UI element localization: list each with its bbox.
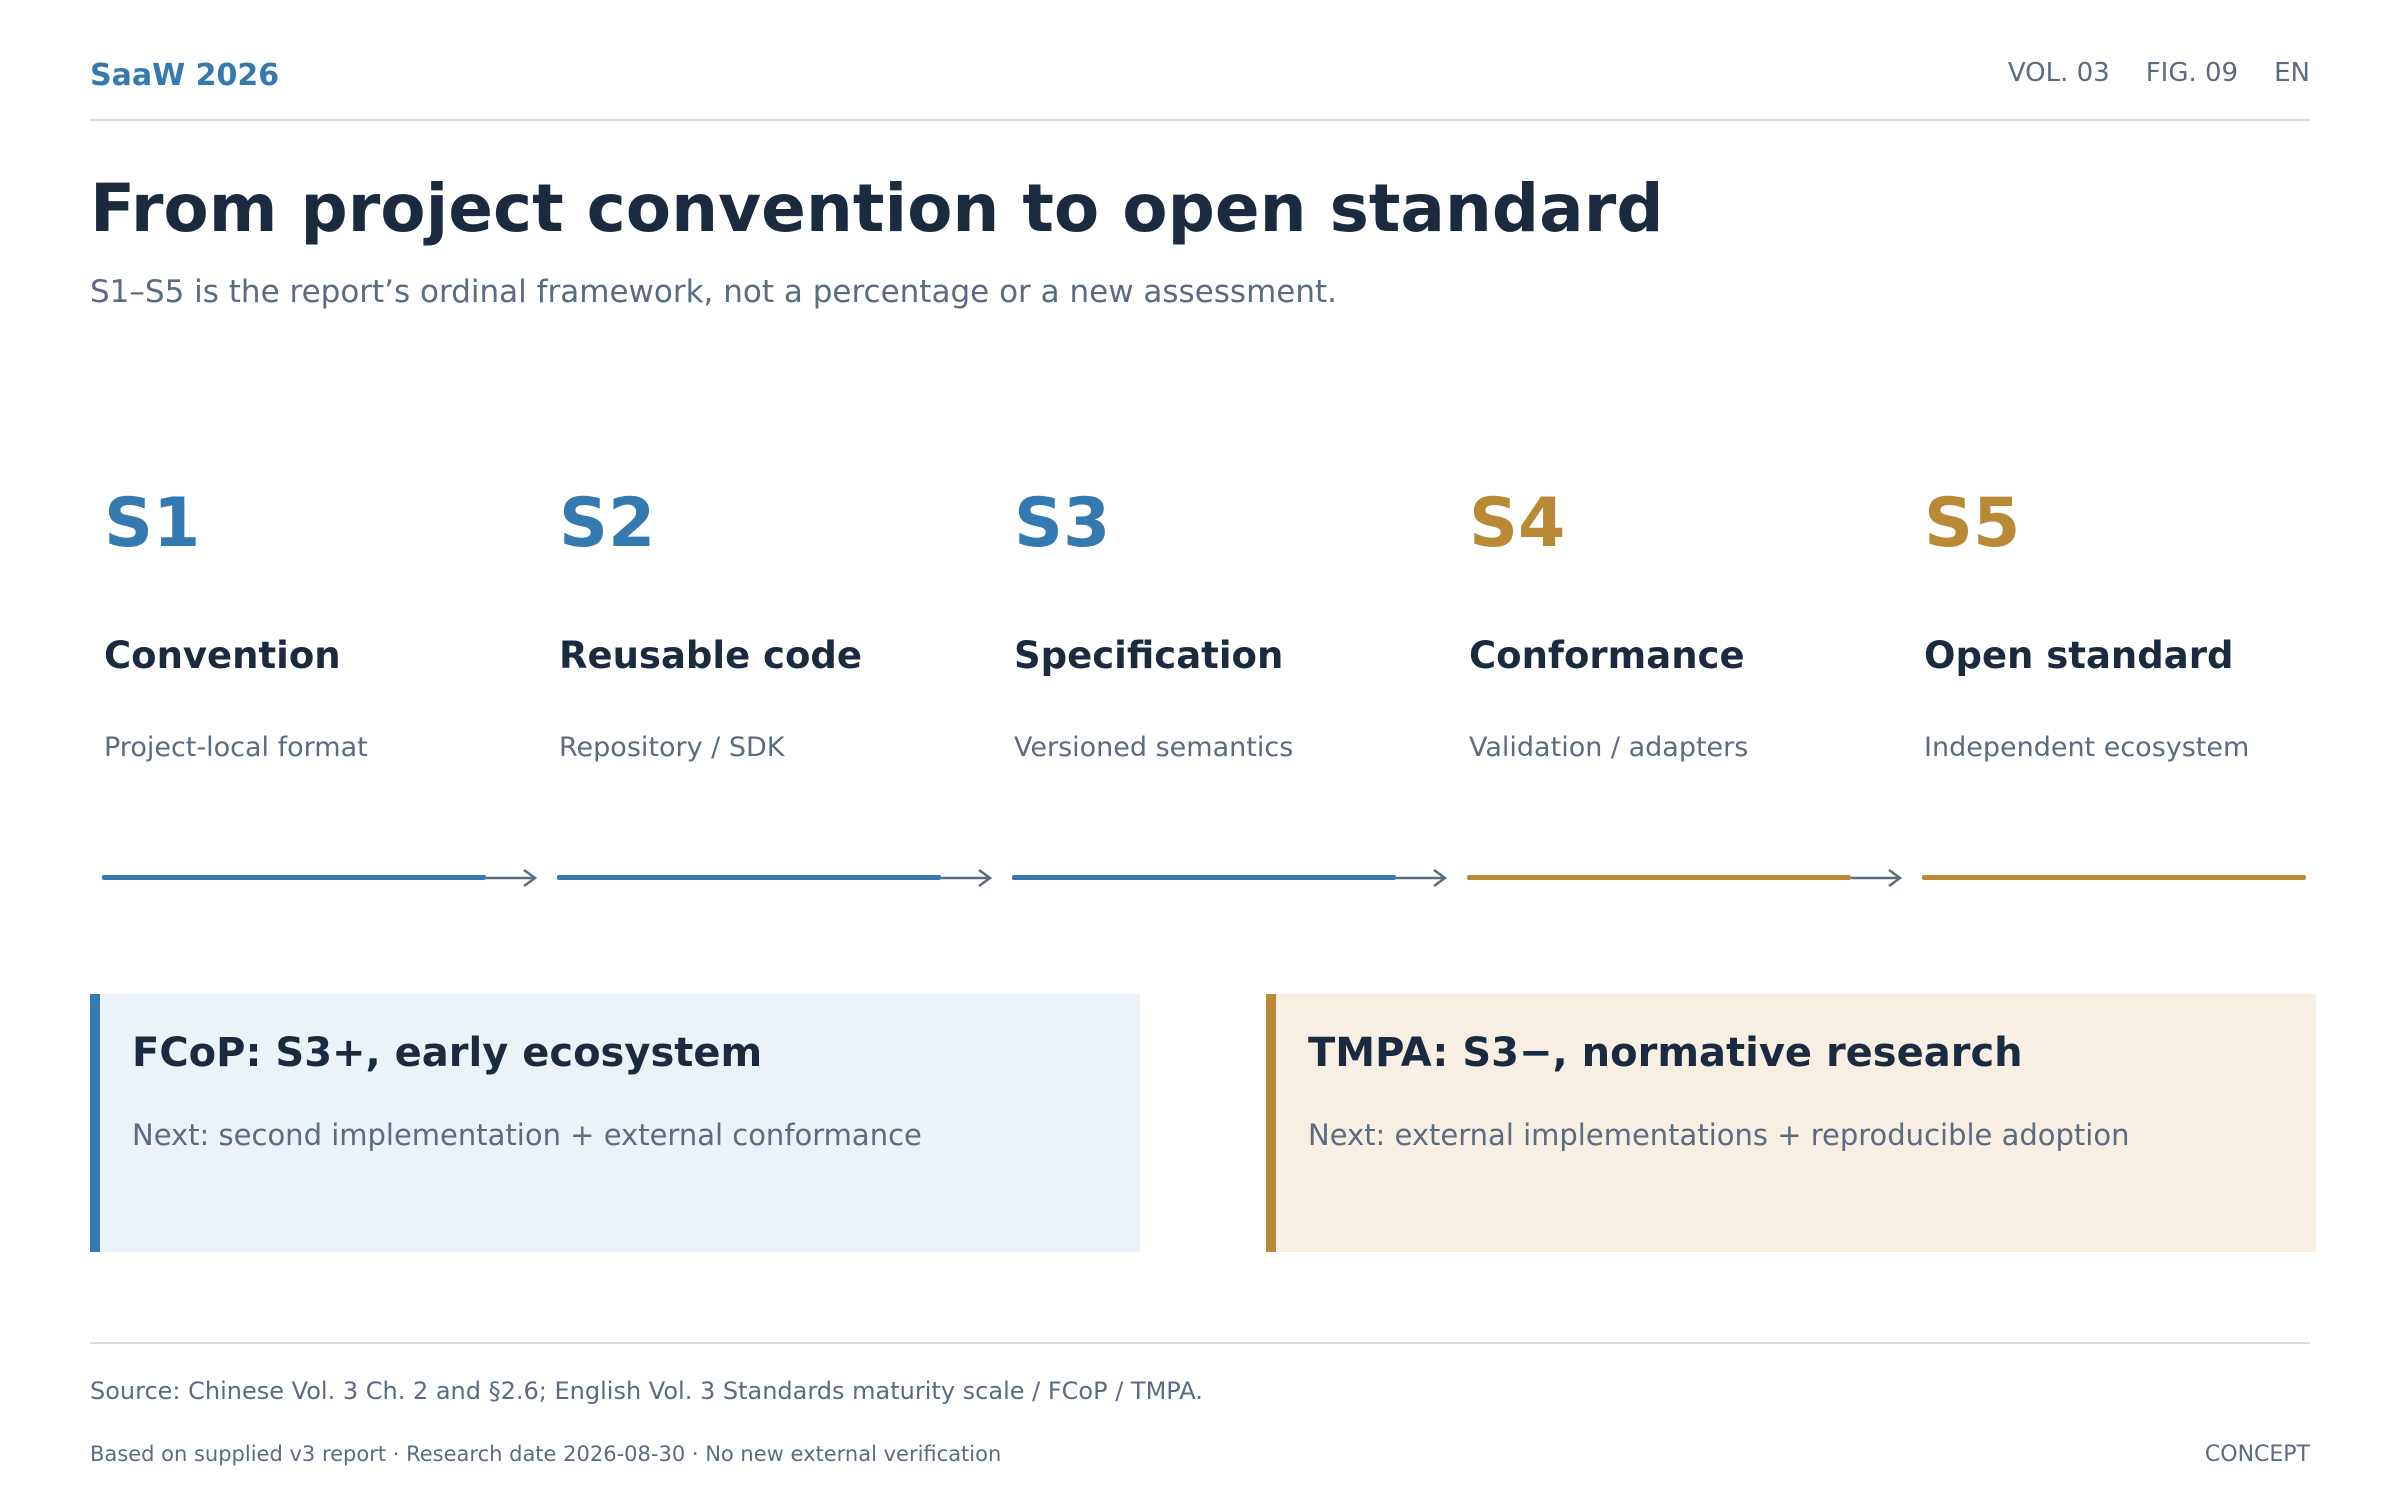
concept-tag: CONCEPT bbox=[2204, 1442, 2310, 1467]
stage-code: S1 bbox=[104, 484, 201, 563]
language-label: EN bbox=[2274, 58, 2310, 88]
stage-description: Project-local format bbox=[104, 732, 368, 763]
tmpa-card-title: TMPA: S3−, normative research bbox=[1308, 1030, 2023, 1076]
footer-note: Based on supplied v3 report · Research d… bbox=[90, 1442, 1002, 1466]
stage-code: S4 bbox=[1469, 484, 1566, 563]
stage-description: Repository / SDK bbox=[559, 732, 785, 763]
fcop-card: FCoP: S3+, early ecosystem Next: second … bbox=[90, 994, 1140, 1252]
stage-code: S5 bbox=[1924, 484, 2021, 563]
header-divider bbox=[90, 119, 2310, 121]
stage-description: Validation / adapters bbox=[1469, 732, 1749, 763]
stage-description: Versioned semantics bbox=[1014, 732, 1294, 763]
fcop-card-title: FCoP: S3+, early ecosystem bbox=[132, 1030, 763, 1076]
stage-bar bbox=[557, 875, 941, 880]
stage-description: Independent ecosystem bbox=[1924, 732, 2250, 763]
stage-bar bbox=[1467, 875, 1851, 880]
stage-bar bbox=[1012, 875, 1396, 880]
stage-bar bbox=[102, 875, 486, 880]
figure-meta: VOL. 03 FIG. 09 EN bbox=[2008, 58, 2310, 88]
arrow-right-icon bbox=[1851, 868, 1903, 888]
page-title: From project convention to open standard bbox=[90, 170, 1664, 247]
stage-code: S3 bbox=[1014, 484, 1111, 563]
tmpa-card: TMPA: S3−, normative research Next: exte… bbox=[1266, 994, 2316, 1252]
stage-name: Conformance bbox=[1469, 634, 1745, 677]
footer-divider bbox=[90, 1342, 2310, 1344]
source-note: Source: Chinese Vol. 3 Ch. 2 and §2.6; E… bbox=[90, 1377, 1203, 1405]
stage-code: S2 bbox=[559, 484, 656, 563]
stage-bar bbox=[1922, 875, 2306, 880]
volume-label: VOL. 03 bbox=[2007, 58, 2110, 88]
fcop-card-note: Next: second implementation + external c… bbox=[132, 1118, 922, 1152]
arrow-right-icon bbox=[486, 868, 538, 888]
figure-label: FIG. 09 bbox=[2145, 58, 2239, 88]
arrow-right-icon bbox=[941, 868, 993, 888]
tmpa-card-note: Next: external implementations + reprodu… bbox=[1308, 1118, 2130, 1152]
arrow-right-icon bbox=[1396, 868, 1448, 888]
stage-name: Reusable code bbox=[559, 634, 862, 677]
brand: SaaW 2026 bbox=[90, 58, 280, 93]
stage-name: Specification bbox=[1014, 634, 1284, 677]
stage-name: Convention bbox=[104, 634, 341, 677]
page-subtitle: S1–S5 is the report’s ordinal framework,… bbox=[90, 274, 1338, 310]
stage-name: Open standard bbox=[1924, 634, 2234, 677]
